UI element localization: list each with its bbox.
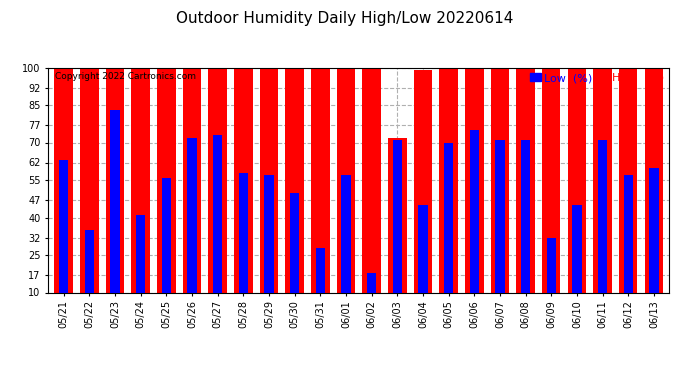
Bar: [546, 237, 556, 318]
Text: Copyright 2022 Cartronics.com: Copyright 2022 Cartronics.com: [55, 72, 195, 81]
Bar: [418, 205, 428, 318]
Bar: [161, 177, 171, 318]
Text: Outdoor Humidity Daily High/Low 20220614: Outdoor Humidity Daily High/Low 20220614: [177, 11, 513, 26]
Bar: [106, 68, 124, 318]
Bar: [362, 68, 381, 318]
Bar: [59, 160, 68, 318]
Bar: [208, 68, 227, 318]
Bar: [393, 140, 402, 318]
Bar: [521, 140, 530, 318]
Bar: [342, 175, 351, 318]
Bar: [444, 142, 453, 318]
Bar: [259, 68, 278, 318]
Bar: [213, 135, 222, 318]
Bar: [85, 230, 94, 318]
Bar: [157, 68, 175, 318]
Bar: [264, 175, 274, 318]
Bar: [470, 130, 479, 318]
Bar: [188, 138, 197, 318]
Bar: [110, 110, 119, 318]
Bar: [542, 68, 560, 318]
Bar: [414, 70, 432, 318]
Bar: [568, 68, 586, 318]
Bar: [388, 138, 406, 318]
Bar: [131, 68, 150, 318]
Bar: [491, 68, 509, 318]
Bar: [440, 68, 458, 318]
Bar: [55, 68, 73, 318]
Bar: [234, 68, 253, 318]
Bar: [572, 205, 582, 318]
Bar: [644, 68, 663, 318]
Bar: [80, 68, 99, 318]
Bar: [316, 248, 325, 318]
Bar: [286, 68, 304, 318]
Bar: [183, 68, 201, 318]
Bar: [367, 273, 376, 318]
Bar: [290, 192, 299, 318]
Bar: [649, 168, 658, 318]
Bar: [239, 172, 248, 318]
Bar: [593, 68, 612, 318]
Bar: [624, 175, 633, 318]
Bar: [495, 140, 504, 318]
Bar: [465, 68, 484, 318]
Bar: [136, 215, 146, 318]
Bar: [619, 68, 638, 318]
Bar: [337, 68, 355, 318]
Bar: [311, 68, 330, 318]
Bar: [516, 68, 535, 318]
Legend: Low  (%), High  (%): Low (%), High (%): [530, 73, 664, 83]
Bar: [598, 140, 607, 318]
